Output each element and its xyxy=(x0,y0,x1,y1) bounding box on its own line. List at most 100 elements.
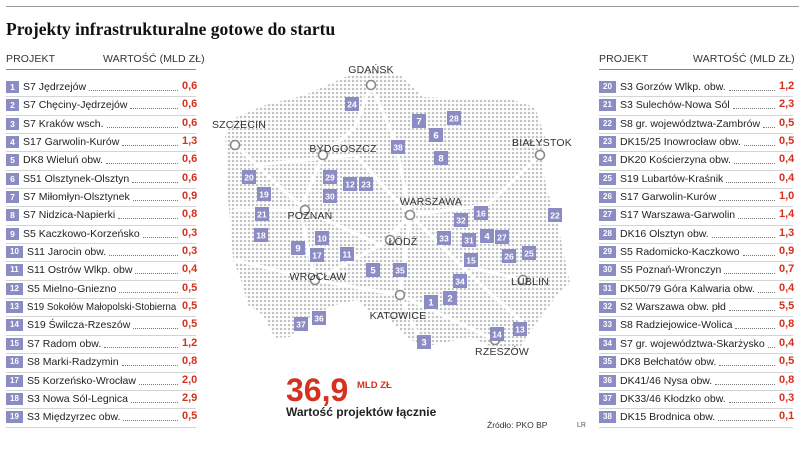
project-row: 14 S19 Świlcza-Rzeszów 0,5 xyxy=(6,317,198,336)
project-row: 37 DK33/46 Kłodzko obw. 0,3 xyxy=(599,391,794,410)
city-marker xyxy=(309,274,321,286)
row-divider xyxy=(6,206,196,208)
project-value: 1,3 xyxy=(779,226,795,239)
project-row: 2 S7 Chęciny-Jędrzejów 0,6 xyxy=(6,97,197,116)
svg-text:13: 13 xyxy=(515,324,525,334)
leader-dots xyxy=(131,401,178,403)
leader-dots xyxy=(734,163,775,165)
svg-text:34: 34 xyxy=(455,276,465,286)
svg-text:28: 28 xyxy=(449,113,459,123)
city-label: KATOWICE xyxy=(370,310,427,322)
project-marker: 28 xyxy=(447,111,461,125)
project-row: 19 S3 Międzyrzec obw. 0,5 xyxy=(6,409,198,428)
leader-dots xyxy=(724,273,775,275)
project-name: S5 Radomicko-Kaczkowo xyxy=(620,246,740,259)
project-marker: 30 xyxy=(323,189,337,203)
leader-dots xyxy=(133,200,178,202)
row-divider xyxy=(599,206,793,208)
project-marker: 36 xyxy=(312,311,326,325)
city-label: ŁÓDŹ xyxy=(389,235,418,248)
leader-dots xyxy=(738,218,775,220)
leader-dots xyxy=(107,126,178,128)
project-row: 9 S5 Kaczkowo-Korzeńsko 0,3 xyxy=(6,226,197,245)
project-number-badge: 35 xyxy=(599,356,616,369)
row-divider xyxy=(6,243,196,245)
city-label: POZNAŃ xyxy=(288,209,333,222)
row-divider xyxy=(599,224,793,226)
project-value: 0,8 xyxy=(182,208,198,221)
project-name: S7 gr. województwa-Skarżysko xyxy=(620,337,765,350)
project-row: 31 DK50/79 Góra Kalwaria obw. 0,4 xyxy=(599,281,794,300)
project-row: 18 S3 Nowa Sól-Legnica 2,9 xyxy=(6,391,198,410)
project-name: S7 Nidzica-Napierki xyxy=(23,209,116,222)
left-header-rule xyxy=(6,69,196,70)
right-project-header: PROJEKT xyxy=(599,53,649,65)
project-value: 2,9 xyxy=(182,391,198,404)
project-row: 25 S19 Lubartów-Kraśnik 0,4 xyxy=(599,171,794,190)
project-value: 1,3 xyxy=(182,135,198,148)
project-row: 7 S7 Miłomłyn-Olsztynek 0,9 xyxy=(6,189,197,208)
project-name: S7 Chęciny-Jędrzejów xyxy=(23,99,128,112)
project-marker: 31 xyxy=(462,233,476,247)
city-label: GDAŃSK xyxy=(348,63,394,76)
city-marker xyxy=(384,234,396,246)
project-name: S3 Sulechów-Nowa Sól xyxy=(620,99,730,112)
project-number-badge: 24 xyxy=(599,154,616,167)
total-label: Wartość projektów łącznie xyxy=(286,405,437,419)
project-name: S7 Jędrzejów xyxy=(23,81,87,93)
leader-dots xyxy=(726,181,775,183)
page-title: Projekty infrastrukturalne gotowe do sta… xyxy=(6,19,336,39)
project-row: 17 S5 Korzeńsko-Wrocław 2,0 xyxy=(6,373,197,391)
leader-dots xyxy=(123,420,178,422)
leader-dots xyxy=(715,383,775,385)
city-label: WARSZAWA xyxy=(400,196,462,208)
top-rule xyxy=(6,6,799,7)
project-value: 0,5 xyxy=(779,355,795,368)
project-name: DK8 Bełchatów obw. xyxy=(620,356,717,369)
project-number-badge: 36 xyxy=(599,374,616,387)
leader-dots xyxy=(719,200,775,202)
project-number-badge: 4 xyxy=(6,136,19,149)
left-project-list: 1 S7 Jędrzejów 0,6 2 S7 Chęciny-Jędrzejów 0,6… xyxy=(6,79,198,428)
row-divider xyxy=(599,169,793,171)
leader-dots xyxy=(763,126,775,128)
project-marker: 32 xyxy=(454,213,468,227)
project-name: DK41/46 Nysa obw. xyxy=(620,374,713,387)
svg-text:8: 8 xyxy=(438,153,443,164)
row-divider xyxy=(599,114,793,116)
project-number-badge: 32 xyxy=(599,301,616,314)
leader-dots xyxy=(122,145,178,147)
project-marker: 18 xyxy=(254,228,268,242)
city-marker xyxy=(299,204,311,216)
project-value: 0,4 xyxy=(182,263,198,276)
leader-dots xyxy=(133,328,178,330)
row-divider xyxy=(6,96,196,98)
city-label: BYDGOSZCZ xyxy=(309,143,377,155)
project-row: 15 S7 Radom obw. 1,2 xyxy=(6,336,197,355)
row-divider xyxy=(599,316,793,318)
row-divider xyxy=(599,133,793,135)
project-value: 0,6 xyxy=(182,153,198,166)
project-row: 36 DK41/46 Nysa obw. 0,8 xyxy=(599,373,794,391)
project-name: S19 Sokołów Małopolski-Stobierna xyxy=(27,301,177,314)
svg-text:37: 37 xyxy=(296,319,306,329)
project-name: DK16 Olsztyn obw. xyxy=(620,227,709,240)
svg-text:29: 29 xyxy=(325,172,335,182)
project-number-badge: 29 xyxy=(599,246,616,259)
row-divider xyxy=(6,169,196,171)
project-name: S19 Świlcza-Rzeszów xyxy=(27,319,131,332)
svg-text:6: 6 xyxy=(433,130,438,141)
svg-text:3: 3 xyxy=(421,337,426,348)
svg-text:16: 16 xyxy=(476,208,486,218)
row-divider xyxy=(6,151,196,153)
project-name: S51 Olsztynek-Olsztyn xyxy=(23,172,130,185)
project-value: 0,5 xyxy=(182,318,198,331)
project-value: 0,5 xyxy=(182,300,198,313)
project-value: 0,5 xyxy=(779,135,795,148)
project-marker: 8 xyxy=(434,151,448,165)
project-marker: 5 xyxy=(366,263,380,277)
svg-text:11: 11 xyxy=(343,249,352,259)
project-value: 0,5 xyxy=(182,410,198,423)
project-marker: 17 xyxy=(310,248,324,262)
project-number-badge: 2 xyxy=(6,99,19,112)
